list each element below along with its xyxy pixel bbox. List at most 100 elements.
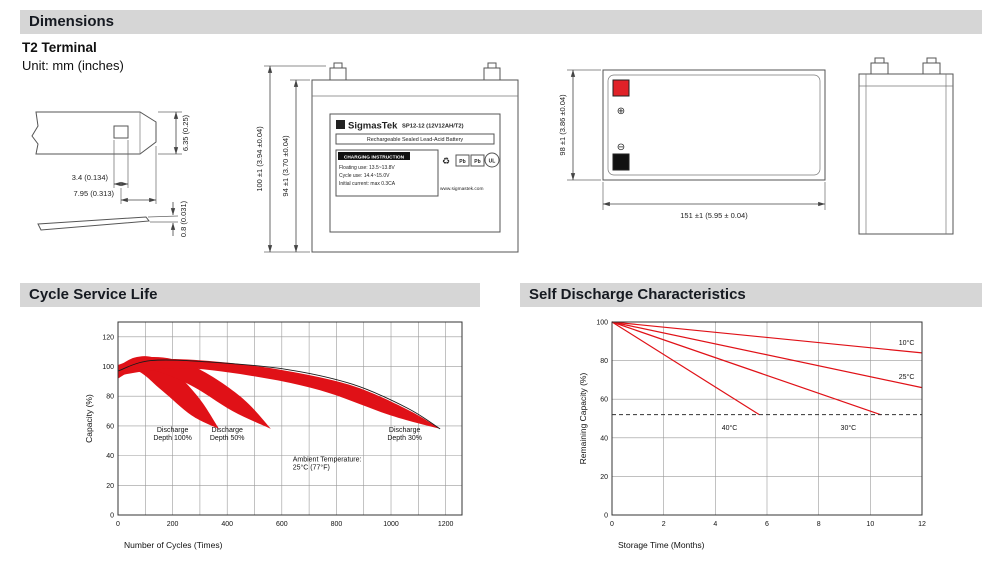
x-tick-label: 600 — [276, 521, 288, 528]
website-text: www.sigmastek.com — [440, 186, 483, 192]
dim-tab-length: 7.95 (0.313) — [74, 189, 115, 198]
plot-frame — [611, 321, 923, 516]
cycle-service-life-chart: 0 200 400 600 800 1000 1200 0 20 40 60 80 100 120 Numb… — [84, 321, 463, 550]
y-axis-label: Remaining Capacity (%) — [578, 373, 588, 465]
terminal-hole — [113, 125, 129, 139]
charging-instruction-header — [338, 152, 410, 160]
dim-top-height: 98 ±1 (3.86 ±0.04) — [558, 94, 567, 156]
x-axis-label: Number of Cycles (Times) — [124, 540, 223, 550]
unit-note: Unit: mm (inches) — [22, 58, 124, 73]
annotation: Depth 100% — [153, 435, 192, 442]
brand-logo-icon — [336, 120, 345, 129]
self-discharge-chart: 0 2 4 6 8 10 12 0 20 40 60 80 100 Storage Time (Month… — [578, 320, 926, 551]
annotation: Ambient Temperature: — [293, 457, 362, 464]
charging-line-1: Floating use: 13.5~13.8V — [339, 165, 395, 171]
y-tick-label: 80 — [600, 358, 608, 365]
pb-symbol-2: Pb — [474, 159, 480, 165]
x-tick-label: 0 — [116, 521, 120, 528]
section-title: Self Discharge Characteristics — [529, 286, 746, 303]
product-label-box — [329, 113, 501, 233]
x-tick-label: 1200 — [438, 521, 454, 528]
y-tick-label: 60 — [106, 423, 114, 430]
terminal-post-right — [483, 67, 501, 81]
pb-symbol-1: Pb — [459, 159, 465, 165]
terminal-tab-outline — [31, 111, 157, 155]
x-tick-label: 4 — [713, 521, 717, 528]
annotation: Discharge — [211, 427, 243, 434]
x-tick-label: 0 — [610, 521, 614, 528]
series-10C — [611, 321, 923, 354]
annotation: 10°C — [899, 339, 915, 347]
end-view-outline — [858, 73, 954, 235]
dim-case-height: 94 ±1 (3.70 ±0.04) — [281, 135, 290, 197]
annotation: 25°C (77°F) — [293, 464, 330, 472]
annotation: Depth 50% — [210, 435, 245, 442]
plot-frame — [117, 321, 463, 516]
dim-total-height: 100 ±1 (3.94 ±0.04) — [255, 126, 264, 192]
plus-symbol: ⊕ — [617, 106, 625, 117]
top-view-inner-edge — [607, 74, 821, 176]
t2-terminal-heading: T2 Terminal — [22, 40, 97, 55]
terminal-blade-side-view — [37, 216, 150, 231]
end-terminal-post-right — [922, 62, 941, 75]
annotation: 25°C — [899, 373, 915, 381]
y-tick-label: 0 — [604, 513, 608, 520]
end-terminal-tab-left — [874, 57, 885, 64]
x-tick-label: 800 — [331, 521, 343, 528]
terminal-tab-left — [333, 62, 343, 69]
battery-top-view-drawing: 98 ±1 (3.86 ±0.04) ⊕ ⊖ 151 ±1 (5.95 ± 0.… — [558, 69, 826, 220]
top-view-outline — [602, 69, 826, 181]
series-30C — [611, 321, 881, 416]
section-header-cycle-service-life: Cycle Service Life — [20, 283, 480, 307]
y-tick-label: 60 — [600, 397, 608, 404]
terminal-post-left — [329, 67, 347, 81]
annotation: 40°C — [722, 424, 738, 432]
x-axis-label: Storage Time (Months) — [618, 540, 705, 550]
y-axis-label: Capacity (%) — [84, 394, 94, 443]
x-tick-label: 6 — [765, 521, 769, 528]
x-tick-label: 8 — [817, 521, 821, 528]
dim-hole-width: 3.4 (0.134) — [72, 173, 109, 182]
x-tick-label: 400 — [221, 521, 233, 528]
x-tick-label: 12 — [918, 521, 926, 528]
battery-end-view-drawing — [858, 57, 954, 235]
section-title: Cycle Service Life — [29, 286, 158, 303]
charging-line-2: Cycle use: 14.4~15.0V — [339, 173, 390, 179]
y-tick-label: 40 — [106, 453, 114, 460]
band-Discharge Depth 30% — [118, 359, 441, 429]
dim-blade-thickness: 0.8 (0.031) — [179, 200, 188, 237]
y-tick-label: 0 — [110, 513, 114, 520]
y-tick-label: 20 — [106, 483, 114, 490]
section-header-dimensions: Dimensions — [20, 10, 982, 34]
y-tick-label: 40 — [600, 435, 608, 442]
pb-symbol-box-1 — [455, 154, 470, 167]
annotation: Discharge — [389, 427, 421, 434]
dim-tab-width: 6.35 (0.25) — [181, 114, 190, 151]
charging-instruction-title: CHARGING INSTRUCTION — [344, 154, 405, 160]
y-tick-label: 80 — [106, 394, 114, 401]
battery-front-view-drawing: 100 ±1 (3.94 ±0.04) 94 ±1 (3.70 ±0.04) S… — [255, 62, 519, 253]
annotation: Discharge — [157, 427, 189, 434]
end-terminal-tab-right — [926, 57, 937, 64]
series-25C — [611, 321, 923, 389]
band-Discharge Depth 100% — [118, 356, 220, 429]
band-Discharge Depth 50% — [118, 357, 271, 429]
battery-type-text: Rechargeable Sealed Lead-Acid Battery — [367, 137, 463, 143]
y-tick-label: 20 — [600, 474, 608, 481]
x-tick-label: 200 — [167, 521, 179, 528]
x-tick-label: 1000 — [383, 521, 399, 528]
y-tick-label: 120 — [102, 334, 114, 341]
series-40C — [611, 321, 760, 416]
section-title: Dimensions — [29, 13, 115, 30]
pb-symbol-box-2 — [470, 154, 485, 167]
annotation: 30°C — [841, 424, 857, 432]
battery-case-outline — [311, 79, 519, 253]
minus-symbol: ⊖ — [617, 142, 625, 153]
battery-type-strip — [335, 133, 495, 145]
x-tick-label: 10 — [866, 521, 874, 528]
terminal-tab-right — [487, 62, 497, 69]
x-tick-label: 2 — [662, 521, 666, 528]
end-terminal-post-left — [870, 62, 889, 75]
positive-terminal-icon — [612, 79, 630, 97]
